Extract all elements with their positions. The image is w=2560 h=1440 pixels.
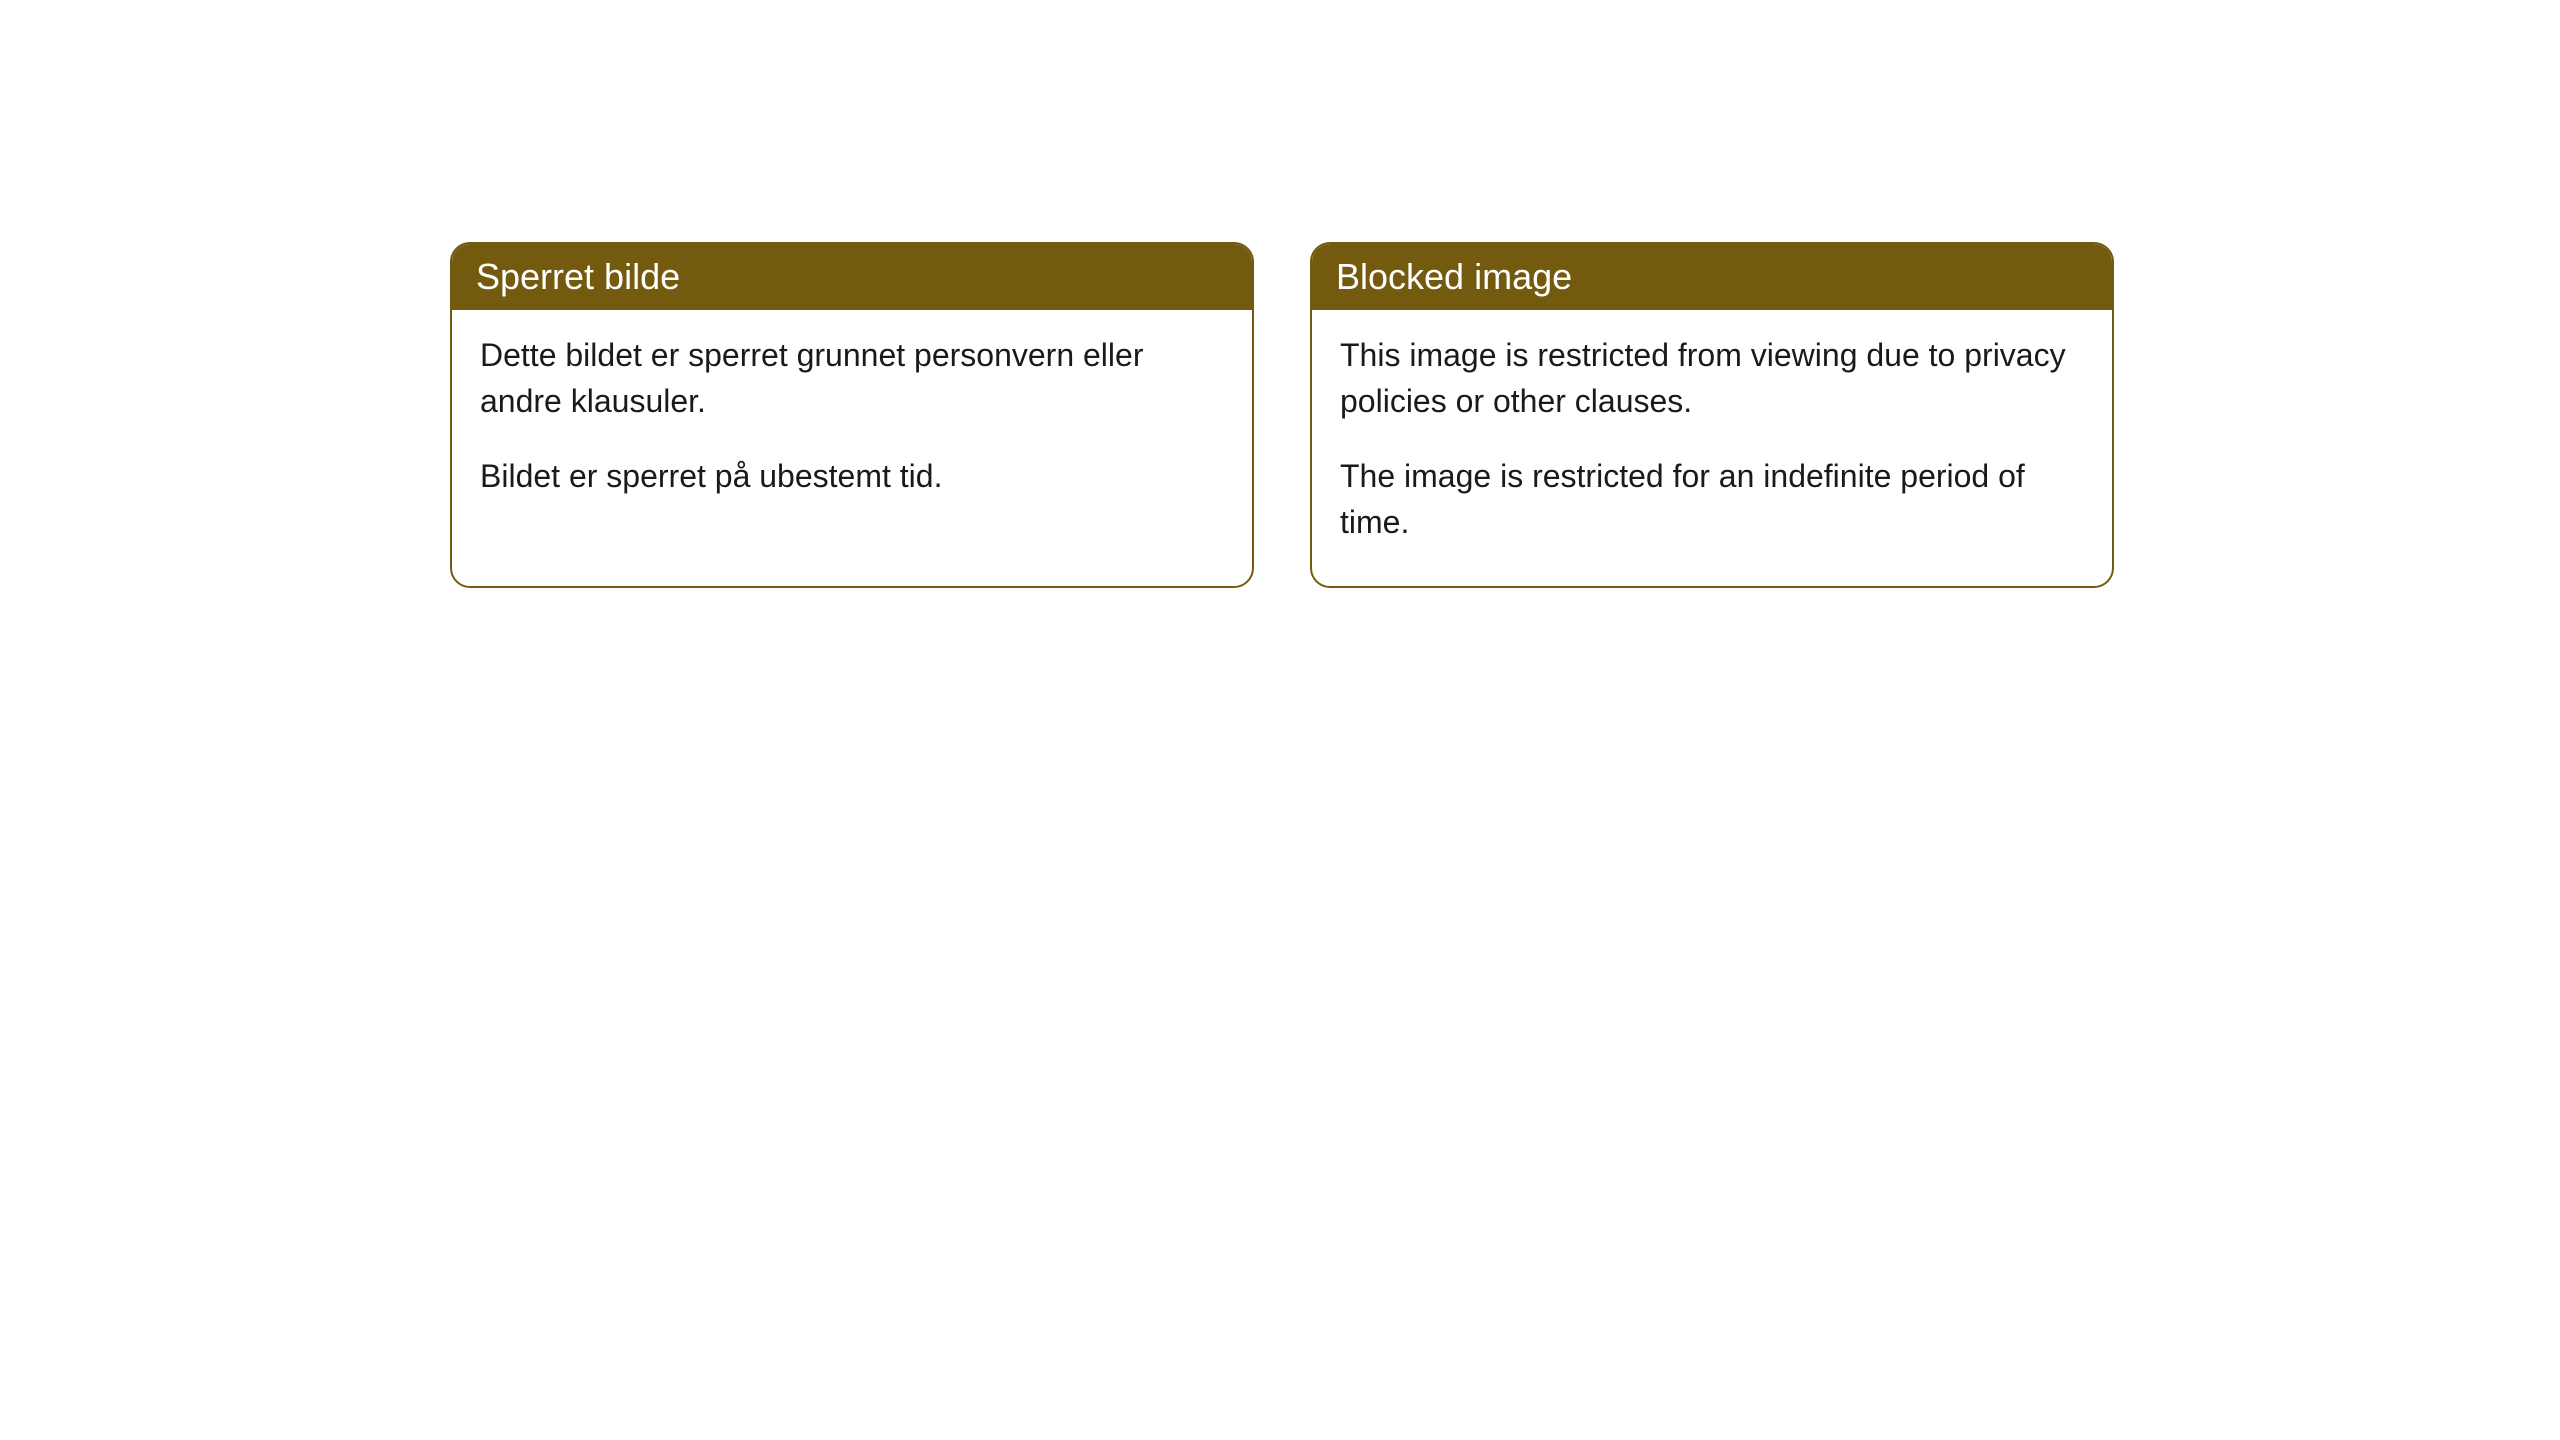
card-header: Blocked image	[1312, 244, 2112, 310]
card-body: This image is restricted from viewing du…	[1312, 310, 2112, 586]
card-header: Sperret bilde	[452, 244, 1252, 310]
card-paragraph-1: Dette bildet er sperret grunnet personve…	[480, 332, 1224, 425]
card-title: Blocked image	[1336, 256, 1572, 297]
card-paragraph-1: This image is restricted from viewing du…	[1340, 332, 2084, 425]
blocked-image-card-norwegian: Sperret bilde Dette bildet er sperret gr…	[450, 242, 1254, 588]
blocked-image-card-english: Blocked image This image is restricted f…	[1310, 242, 2114, 588]
card-paragraph-2: Bildet er sperret på ubestemt tid.	[480, 453, 1224, 499]
card-paragraph-2: The image is restricted for an indefinit…	[1340, 453, 2084, 546]
cards-container: Sperret bilde Dette bildet er sperret gr…	[0, 0, 2560, 588]
card-body: Dette bildet er sperret grunnet personve…	[452, 310, 1252, 539]
card-title: Sperret bilde	[476, 256, 680, 297]
